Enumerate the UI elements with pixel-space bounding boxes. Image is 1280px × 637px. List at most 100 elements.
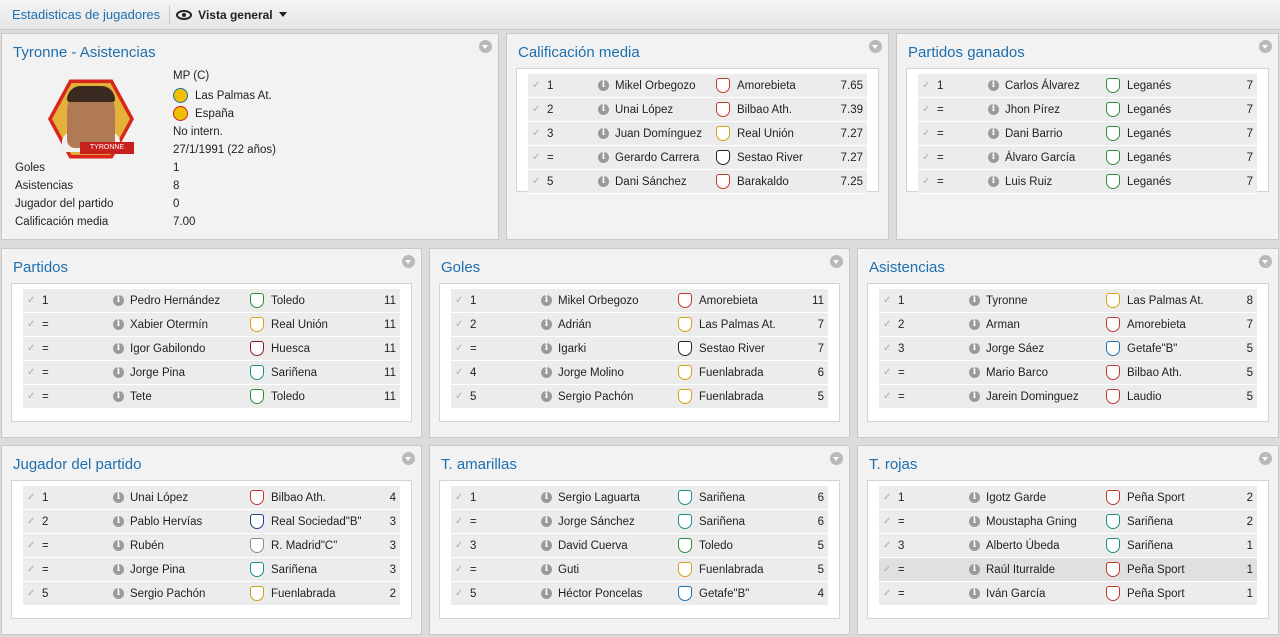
info-icon[interactable]: i (969, 391, 980, 402)
ranking-row[interactable]: ✓ = i Jarein Dominguez Laudio 5 (879, 385, 1257, 409)
ranking-row[interactable]: ✓ = i Jhon Pírez Leganés 7 (918, 98, 1257, 122)
info-icon[interactable]: i (988, 176, 999, 187)
ranking-row[interactable]: ✓ = i Mario Barco Bilbao Ath. 5 (879, 361, 1257, 385)
team-name[interactable]: Fuenlabrada (699, 390, 764, 403)
player-name[interactable]: Alberto Úbeda (986, 539, 1060, 552)
info-icon[interactable]: i (598, 104, 609, 115)
check-icon[interactable]: ✓ (455, 343, 464, 354)
team-name[interactable]: Leganés (1127, 103, 1172, 116)
info-icon[interactable]: i (598, 80, 609, 91)
check-icon[interactable]: ✓ (455, 391, 464, 402)
ranking-row[interactable]: ✓ = i Tete Toledo 11 (23, 385, 400, 409)
info-icon[interactable]: i (541, 588, 552, 599)
player-name[interactable]: Igor Gabilondo (130, 342, 206, 355)
info-icon[interactable]: i (113, 295, 124, 306)
info-icon[interactable]: i (113, 343, 124, 354)
player-name[interactable]: Igarki (558, 342, 587, 355)
team-name[interactable]: Bilbao Ath. (271, 491, 326, 504)
team-name[interactable]: Fuenlabrada (699, 366, 764, 379)
player-name[interactable]: Jorge Pina (130, 563, 185, 576)
info-icon[interactable]: i (541, 343, 552, 354)
team-name[interactable]: Sariñena (271, 366, 318, 379)
ranking-row[interactable]: ✓ = i Dani Barrio Leganés 7 (918, 122, 1257, 146)
check-icon[interactable]: ✓ (532, 152, 541, 163)
panel-title[interactable]: Calificación media (518, 44, 640, 61)
team-name[interactable]: Leganés (1127, 127, 1172, 140)
player-name[interactable]: Mikel Orbegozo (558, 294, 639, 307)
check-icon[interactable]: ✓ (883, 319, 892, 330)
check-icon[interactable]: ✓ (883, 391, 892, 402)
check-icon[interactable]: ✓ (27, 391, 36, 402)
player-name[interactable]: Unai López (130, 491, 189, 504)
player-name[interactable]: Guti (558, 563, 580, 576)
info-icon[interactable]: i (541, 391, 552, 402)
player-name[interactable]: Luis Ruiz (1005, 175, 1053, 188)
check-icon[interactable]: ✓ (532, 104, 541, 115)
player-name[interactable]: Xabier Otermín (130, 318, 208, 331)
check-icon[interactable]: ✓ (455, 540, 464, 551)
panel-menu-icon[interactable] (830, 452, 843, 465)
player-name[interactable]: Jorge Sánchez (558, 515, 635, 528)
info-icon[interactable]: i (598, 152, 609, 163)
check-icon[interactable]: ✓ (27, 319, 36, 330)
panel-menu-icon[interactable] (1259, 40, 1272, 53)
team-name[interactable]: Peña Sport (1127, 587, 1185, 600)
panel-title[interactable]: T. rojas (869, 456, 918, 473)
team-name[interactable]: Sestao River (737, 151, 803, 164)
panel-title[interactable]: Jugador del partido (13, 456, 142, 473)
check-icon[interactable]: ✓ (532, 176, 541, 187)
view-dropdown[interactable]: Vista general (176, 8, 287, 22)
player-name[interactable]: Tyronne (986, 294, 1028, 307)
panel-menu-icon[interactable] (830, 255, 843, 268)
panel-menu-icon[interactable] (869, 40, 882, 53)
check-icon[interactable]: ✓ (455, 588, 464, 599)
check-icon[interactable]: ✓ (27, 343, 36, 354)
player-name[interactable]: Rubén (130, 539, 164, 552)
ranking-row[interactable]: ✓ = i Moustapha Gning Sariñena 2 (879, 510, 1257, 534)
panel-menu-icon[interactable] (1259, 255, 1272, 268)
ranking-row[interactable]: ✓ = i Iván García Peña Sport 1 (879, 582, 1257, 606)
info-icon[interactable]: i (969, 319, 980, 330)
ranking-row[interactable]: ✓ 1 i Igotz Garde Peña Sport 2 (879, 486, 1257, 510)
team-name[interactable]: Leganés (1127, 151, 1172, 164)
ranking-row[interactable]: ✓ 3 i Juan Domínguez Real Unión 7.27 (528, 122, 867, 146)
team-name[interactable]: Toledo (699, 539, 733, 552)
panel-title[interactable]: Goles (441, 259, 481, 276)
player-name[interactable]: Adrián (558, 318, 592, 331)
check-icon[interactable]: ✓ (922, 80, 931, 91)
panel-title[interactable]: Partidos ganados (908, 44, 1025, 61)
team-name[interactable]: Sariñena (699, 515, 746, 528)
ranking-row[interactable]: ✓ 2 i Pablo Hervías Real Sociedad"B" 3 (23, 510, 400, 534)
player-name[interactable]: Jorge Sáez (986, 342, 1045, 355)
ranking-row[interactable]: ✓ = i Xabier Otermín Real Unión 11 (23, 313, 400, 337)
check-icon[interactable]: ✓ (883, 516, 892, 527)
player-name[interactable]: Juan Domínguez (615, 127, 702, 140)
player-name[interactable]: Igotz Garde (986, 491, 1047, 504)
check-icon[interactable]: ✓ (883, 367, 892, 378)
panel-menu-icon[interactable] (1259, 452, 1272, 465)
team-name[interactable]: Toledo (271, 390, 305, 403)
player-name[interactable]: Sergio Pachón (558, 390, 634, 403)
check-icon[interactable]: ✓ (883, 343, 892, 354)
team-name[interactable]: Laudio (1127, 390, 1162, 403)
check-icon[interactable]: ✓ (883, 540, 892, 551)
ranking-row[interactable]: ✓ = i Igarki Sestao River 7 (451, 337, 828, 361)
player-name[interactable]: Moustapha Gning (986, 515, 1077, 528)
team-name[interactable]: R. Madrid"C" (271, 539, 338, 552)
check-icon[interactable]: ✓ (27, 540, 36, 551)
info-icon[interactable]: i (113, 492, 124, 503)
info-icon[interactable]: i (541, 492, 552, 503)
team-name[interactable]: Fuenlabrada (271, 587, 336, 600)
info-icon[interactable]: i (969, 492, 980, 503)
info-icon[interactable]: i (541, 295, 552, 306)
player-name[interactable]: Jarein Dominguez (986, 390, 1079, 403)
team-name[interactable]: Getafe"B" (1127, 342, 1178, 355)
info-icon[interactable]: i (598, 128, 609, 139)
player-name[interactable]: Sergio Laguarta (558, 491, 640, 504)
team-name[interactable]: Toledo (271, 294, 305, 307)
player-name[interactable]: Héctor Poncelas (558, 587, 643, 600)
check-icon[interactable]: ✓ (922, 128, 931, 139)
check-icon[interactable]: ✓ (27, 295, 36, 306)
check-icon[interactable]: ✓ (922, 104, 931, 115)
team-name[interactable]: Amorebieta (699, 294, 758, 307)
